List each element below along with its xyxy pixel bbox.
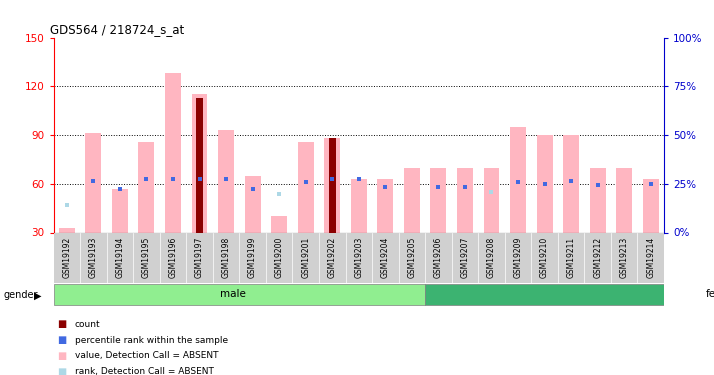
Text: GSM19194: GSM19194 [116, 237, 124, 278]
Text: GSM19212: GSM19212 [593, 237, 602, 278]
Bar [245, 176, 261, 232]
Text: GSM19193: GSM19193 [89, 237, 98, 278]
Text: GSM19211: GSM19211 [567, 237, 575, 278]
Bar [298, 141, 313, 232]
Text: GSM19207: GSM19207 [461, 237, 469, 278]
Text: ▶: ▶ [34, 291, 42, 300]
Bar [165, 73, 181, 232]
Text: GSM19202: GSM19202 [328, 237, 337, 278]
Text: value, Detection Call = ABSENT: value, Detection Call = ABSENT [75, 351, 218, 360]
Text: GSM19195: GSM19195 [142, 237, 151, 278]
Text: GSM19201: GSM19201 [301, 237, 310, 278]
Bar [86, 134, 101, 232]
Bar [616, 168, 632, 232]
Bar [643, 179, 659, 232]
Text: GSM19199: GSM19199 [248, 237, 257, 278]
Bar [537, 135, 553, 232]
Text: female: female [705, 290, 714, 299]
Text: GDS564 / 218724_s_at: GDS564 / 218724_s_at [51, 23, 185, 36]
Bar [324, 138, 340, 232]
Text: count: count [75, 320, 101, 329]
Text: GSM19196: GSM19196 [169, 237, 178, 278]
Bar [425, 284, 664, 304]
Bar [404, 168, 420, 232]
Text: GSM19206: GSM19206 [434, 237, 443, 278]
Text: GSM19192: GSM19192 [62, 237, 71, 278]
Bar [431, 168, 446, 232]
Text: GSM19198: GSM19198 [221, 237, 231, 278]
Text: male: male [220, 290, 246, 299]
Text: GSM19208: GSM19208 [487, 237, 496, 278]
Bar [328, 138, 336, 232]
Bar [351, 179, 367, 232]
Bar [59, 228, 75, 232]
Bar [563, 135, 579, 232]
Text: gender: gender [4, 291, 38, 300]
Text: ■: ■ [57, 351, 66, 361]
Text: GSM19203: GSM19203 [354, 237, 363, 278]
Bar [139, 141, 154, 232]
Bar [483, 168, 500, 232]
Text: ■: ■ [57, 367, 66, 375]
Text: GSM19209: GSM19209 [513, 237, 523, 278]
Text: ■: ■ [57, 320, 66, 329]
Bar [191, 94, 208, 232]
Text: GSM19197: GSM19197 [195, 237, 204, 278]
Text: GSM19214: GSM19214 [646, 237, 655, 278]
Bar [112, 189, 128, 232]
Text: percentile rank within the sample: percentile rank within the sample [75, 336, 228, 345]
Bar [378, 179, 393, 232]
Text: GSM19204: GSM19204 [381, 237, 390, 278]
Text: rank, Detection Call = ABSENT: rank, Detection Call = ABSENT [75, 367, 214, 375]
Bar [271, 216, 287, 232]
Bar [510, 127, 526, 232]
Text: GSM19200: GSM19200 [275, 237, 283, 278]
Text: GSM19210: GSM19210 [540, 237, 549, 278]
Text: GSM19213: GSM19213 [620, 237, 629, 278]
Bar [196, 98, 203, 232]
Bar [54, 284, 425, 304]
Bar [590, 168, 605, 232]
Text: ■: ■ [57, 335, 66, 345]
Text: GSM19205: GSM19205 [408, 237, 416, 278]
Bar [457, 168, 473, 232]
Bar [218, 130, 234, 232]
